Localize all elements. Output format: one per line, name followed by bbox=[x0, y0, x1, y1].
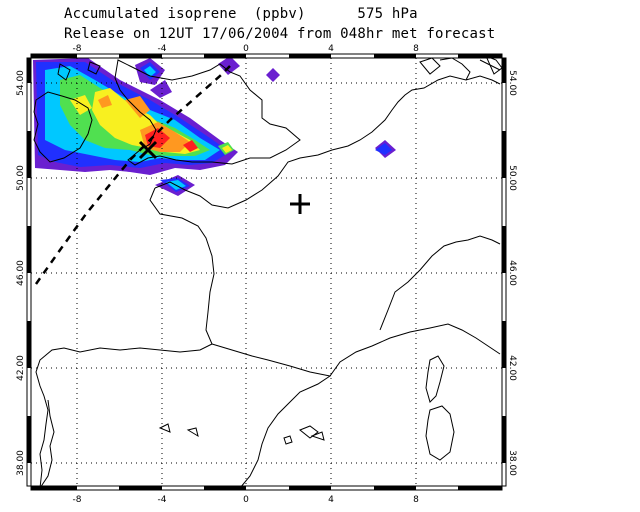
lat-ticks-right: 54.00 50.00 46.00 42.00 38.00 bbox=[507, 70, 517, 476]
lat-tick-label: 50.00 bbox=[507, 165, 517, 191]
coastlines bbox=[33, 55, 503, 489]
lat-tick-label: 42.00 bbox=[16, 355, 26, 381]
lon-tick-label: 0 bbox=[243, 44, 249, 54]
map-frame bbox=[26, 53, 507, 491]
graticule bbox=[31, 58, 502, 486]
lon-tick-label: 0 bbox=[243, 495, 249, 505]
release-point-plus-icon bbox=[290, 194, 310, 214]
lat-ticks-left: 54.00 50.00 46.00 42.00 38.00 bbox=[16, 70, 26, 476]
lon-tick-label: -8 bbox=[73, 495, 82, 505]
isoprene-plume bbox=[33, 56, 396, 196]
map-title: Accumulated isoprene (ppbv) 575 hPa bbox=[64, 6, 418, 22]
lat-tick-label: 50.00 bbox=[16, 165, 26, 191]
lat-tick-label: 38.00 bbox=[16, 450, 26, 476]
lat-tick-label: 54.00 bbox=[16, 70, 26, 96]
lon-tick-label: -4 bbox=[158, 44, 167, 54]
lon-ticks-bottom: -8 -4 0 4 8 bbox=[73, 495, 420, 505]
lat-tick-label: 46.00 bbox=[16, 260, 26, 286]
lon-tick-label: 8 bbox=[413, 44, 419, 54]
lon-tick-label: -8 bbox=[73, 44, 82, 54]
lon-tick-label: 4 bbox=[328, 44, 334, 54]
maximum-cross-icon bbox=[138, 140, 158, 160]
lat-tick-label: 42.00 bbox=[507, 355, 517, 381]
map-subtitle: Release on 12UT 17/06/2004 from 048hr me… bbox=[64, 26, 496, 42]
lat-tick-label: 54.00 bbox=[507, 70, 517, 96]
lon-tick-label: 4 bbox=[328, 495, 334, 505]
lat-tick-label: 46.00 bbox=[507, 260, 517, 286]
lon-tick-label: -4 bbox=[158, 495, 167, 505]
trajectory-dashed-line bbox=[34, 65, 231, 285]
lon-tick-label: 8 bbox=[413, 495, 419, 505]
lon-ticks-top: -8 -4 0 4 8 bbox=[73, 44, 420, 54]
lat-tick-label: 38.00 bbox=[507, 450, 517, 476]
